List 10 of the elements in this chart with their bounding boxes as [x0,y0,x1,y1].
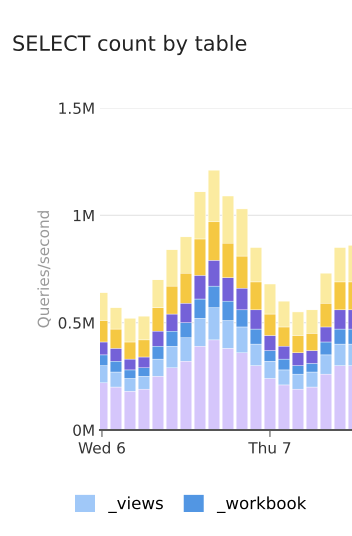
y-tick-label: 0.5M [58,317,94,329]
legend-label: _views [108,496,163,513]
y-tick-label: 1M [74,210,94,222]
y-tick-label: 1.5M [59,102,94,114]
chart-title: SELECT count by table [13,34,246,56]
x-tick-label: Thu 7 [248,442,290,454]
y-axis-title: Queries/second [37,211,51,328]
x-tick-label: Wed 6 [78,442,125,454]
legend-label: _workbook [216,496,306,513]
y-tick-label: 0M [73,424,94,436]
